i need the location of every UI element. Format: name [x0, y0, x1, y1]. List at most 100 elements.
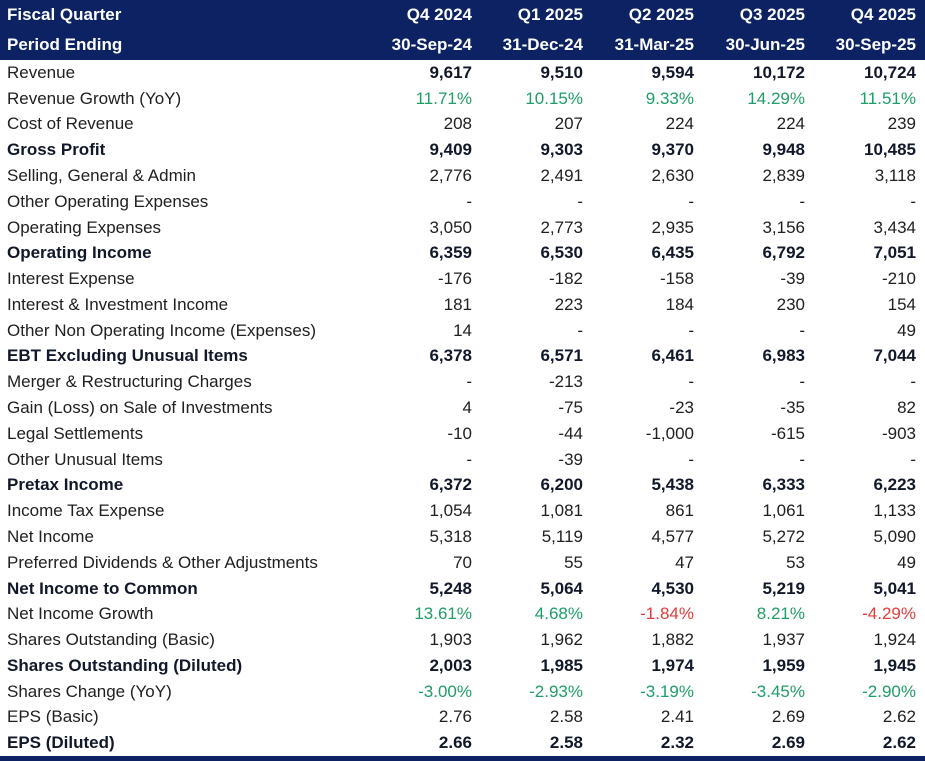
cell-value: 10,724: [864, 62, 916, 82]
header-quarter-row: Fiscal Quarter Q4 2024 Q1 2025 Q2 2025 Q3 2…: [0, 0, 925, 30]
cell-value: -182: [548, 269, 583, 289]
quarter-header-3: Q3 2025: [739, 5, 805, 24]
row-label: Other Non Operating Income (Expenses): [7, 320, 316, 340]
period-date-header-2: 31-Mar-25: [614, 35, 694, 54]
cell-value: -213: [548, 372, 583, 392]
cell-value: 5,248: [429, 578, 472, 598]
cell-value: 55: [564, 552, 583, 572]
table-row: Income Tax Expense 1,054 1,081 861 1,061 1,13…: [0, 498, 925, 524]
footer-bar: [0, 756, 925, 761]
table-row: Interest & Investment Income 181 223 184 230…: [0, 292, 925, 318]
cell-value: 2.58: [549, 733, 583, 753]
cell-value: 5,064: [540, 578, 583, 598]
table-row: Interest Expense -176 -182 -158 -39 -210: [0, 266, 925, 292]
table-row: Net Income to Common 5,248 5,064 4,530 5,219…: [0, 576, 925, 602]
cell-value: -: [688, 191, 694, 211]
cell-value: 1,945: [873, 655, 916, 675]
cell-value: -3.45%: [751, 681, 805, 701]
cell-value: 6,530: [540, 243, 583, 263]
cell-value: 6,461: [651, 346, 694, 366]
table-row: EBT Excluding Unusual Items 6,378 6,571 6,4…: [0, 344, 925, 370]
cell-value: 9,617: [429, 62, 472, 82]
cell-value: 1,959: [762, 655, 805, 675]
cell-value: -10: [447, 423, 472, 443]
cell-value: 1,924: [873, 630, 916, 650]
cell-value: 9,370: [651, 140, 694, 160]
cell-value: 2.32: [660, 733, 694, 753]
row-label: Shares Outstanding (Diluted): [7, 655, 243, 675]
row-label: Shares Change (YoY): [7, 681, 172, 701]
table-row: Gross Profit 9,409 9,303 9,370 9,948 10,485: [0, 137, 925, 163]
cell-value: 5,219: [762, 578, 805, 598]
cell-value: 9,510: [540, 62, 583, 82]
cell-value: 1,962: [540, 630, 583, 650]
cell-value: -210: [881, 269, 916, 289]
fiscal-quarter-label: Fiscal Quarter: [7, 5, 122, 24]
table-row: EPS (Diluted) 2.66 2.58 2.32 2.69 2.62: [0, 730, 925, 756]
row-label: Other Operating Expenses: [7, 191, 209, 211]
cell-value: -3.19%: [640, 681, 694, 701]
cell-value: 223: [554, 294, 583, 314]
cell-value: 7,051: [873, 243, 916, 263]
table-row: Net Income Growth 13.61% 4.68% -1.84% 8.21% -…: [0, 601, 925, 627]
cell-value: 10.15%: [525, 88, 583, 108]
row-label: Revenue: [7, 62, 76, 82]
period-date-header-1: 31-Dec-24: [502, 35, 583, 54]
cell-value: -: [688, 449, 694, 469]
cell-value: 49: [897, 320, 916, 340]
cell-value: 2.69: [771, 707, 805, 727]
cell-value: 49: [897, 552, 916, 572]
cell-value: -: [910, 449, 916, 469]
cell-value: 1,882: [651, 630, 694, 650]
cell-value: 181: [443, 294, 472, 314]
table-row: Shares Outstanding (Diluted) 2,003 1,985 1,…: [0, 653, 925, 679]
cell-value: 10,172: [753, 62, 805, 82]
cell-value: 6,378: [429, 346, 472, 366]
cell-value: 14.29%: [747, 88, 805, 108]
cell-value: -: [466, 449, 472, 469]
cell-value: 1,054: [429, 501, 472, 521]
cell-value: -4.29%: [862, 604, 916, 624]
cell-value: 11.71%: [415, 88, 472, 108]
cell-value: 6,571: [540, 346, 583, 366]
cell-value: -: [799, 191, 805, 211]
cell-value: 154: [887, 294, 916, 314]
cell-value: 861: [665, 501, 694, 521]
cell-value: 2,491: [540, 166, 583, 186]
cell-value: 6,333: [762, 475, 805, 495]
cell-value: 2,839: [762, 166, 805, 186]
cell-value: -75: [558, 398, 583, 418]
cell-value: -903: [881, 423, 916, 443]
cell-value: 4.68%: [534, 604, 583, 624]
cell-value: 2,630: [651, 166, 694, 186]
cell-value: -: [466, 191, 472, 211]
cell-value: 82: [897, 398, 916, 418]
cell-value: 3,118: [874, 166, 916, 186]
row-label: Cost of Revenue: [7, 114, 134, 134]
cell-value: 2,935: [651, 217, 694, 237]
cell-value: 1,985: [540, 655, 583, 675]
cell-value: 5,272: [762, 526, 805, 546]
cell-value: 1,061: [762, 501, 805, 521]
quarter-header-2: Q2 2025: [628, 5, 694, 24]
cell-value: 9,594: [651, 62, 694, 82]
cell-value: 70: [453, 552, 472, 572]
cell-value: -44: [558, 423, 583, 443]
row-label: Gain (Loss) on Sale of Investments: [7, 398, 273, 418]
period-ending-label: Period Ending: [7, 35, 123, 54]
row-label: Shares Outstanding (Basic): [7, 630, 215, 650]
cell-value: -1.84%: [640, 604, 694, 624]
cell-value: 1,133: [873, 501, 916, 521]
cell-value: 2,003: [429, 655, 472, 675]
table-row: Other Unusual Items - -39 - - -: [0, 447, 925, 473]
cell-value: -3.00%: [418, 681, 472, 701]
cell-value: -2.93%: [529, 681, 583, 701]
row-label: Merger & Restructuring Charges: [7, 372, 252, 392]
cell-value: 1,903: [429, 630, 472, 650]
cell-value: 3,050: [429, 217, 472, 237]
cell-value: 2.66: [438, 733, 472, 753]
cell-value: 6,983: [762, 346, 805, 366]
cell-value: -: [688, 320, 694, 340]
table-row: Revenue 9,617 9,510 9,594 10,172 10,724: [0, 60, 925, 86]
cell-value: 2.62: [882, 733, 916, 753]
